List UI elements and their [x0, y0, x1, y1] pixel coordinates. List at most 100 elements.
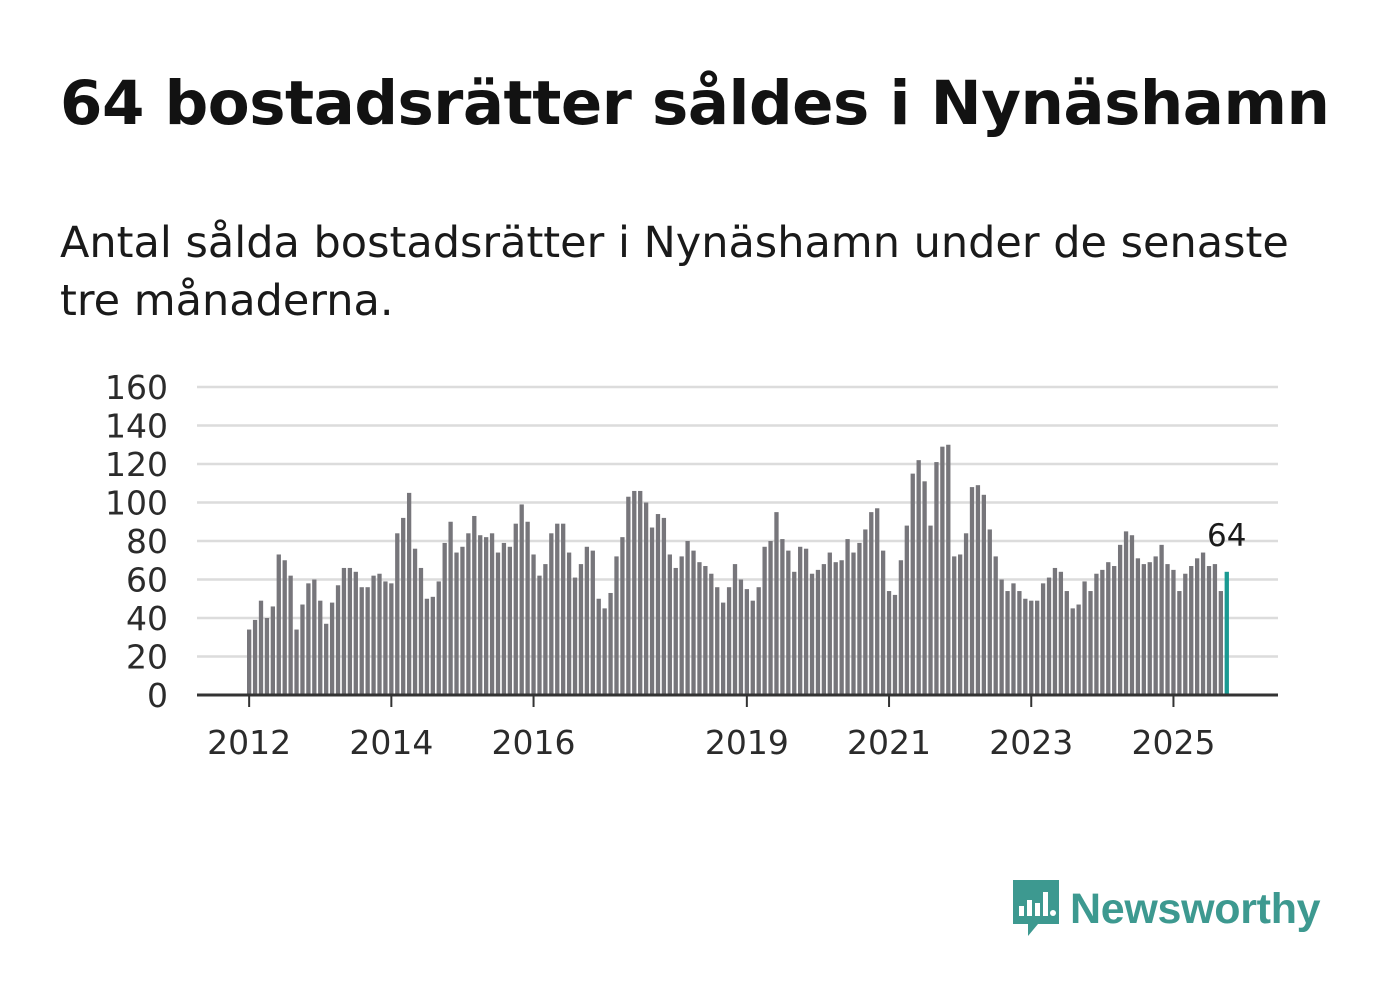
bar [1177, 591, 1182, 695]
y-tick-label: 80 [126, 522, 168, 561]
bar [276, 554, 281, 695]
bar [738, 579, 744, 695]
bar [762, 546, 767, 695]
bar [626, 496, 631, 695]
y-tick-label: 60 [126, 561, 168, 600]
bar [543, 564, 548, 695]
bar [1129, 535, 1135, 695]
bar [359, 587, 364, 695]
bar [958, 554, 963, 695]
bar [1159, 544, 1164, 695]
bar [478, 535, 483, 695]
bar [1052, 567, 1058, 695]
bar [561, 523, 566, 695]
bar [851, 552, 856, 695]
y-tick-label: 40 [126, 599, 168, 638]
bar [324, 623, 329, 695]
bar [756, 587, 761, 695]
bar [507, 546, 512, 695]
bar [1035, 600, 1040, 695]
bar [572, 577, 578, 695]
bar [252, 619, 258, 695]
bar [1088, 591, 1093, 695]
bar [898, 560, 904, 695]
bar [454, 552, 459, 695]
bar [993, 556, 998, 695]
bar [1029, 600, 1034, 695]
bar [952, 556, 957, 695]
bar [1100, 569, 1105, 695]
bar [377, 573, 382, 695]
bar [1106, 562, 1111, 695]
bar [1011, 583, 1016, 695]
bar [798, 546, 803, 695]
bar [999, 579, 1004, 695]
bar [649, 527, 655, 695]
gridlines [197, 385, 1278, 658]
bar [1040, 583, 1046, 695]
bar [590, 550, 595, 695]
bar [833, 562, 838, 695]
newsworthy-logo-icon [1013, 880, 1059, 936]
bar [347, 567, 353, 695]
bar [341, 567, 347, 695]
bar [1212, 564, 1218, 695]
bar [839, 560, 844, 695]
bar [466, 533, 471, 695]
bar [365, 587, 370, 695]
newsworthy-logo[interactable]: Newsworthy [1010, 878, 1321, 940]
bar [389, 583, 394, 695]
bar [792, 571, 797, 695]
bar [578, 564, 584, 695]
bar [632, 490, 637, 695]
bar [1046, 577, 1052, 695]
bar [1017, 591, 1022, 695]
bar [484, 537, 489, 695]
bar [857, 542, 862, 695]
bar [721, 602, 726, 695]
bar [768, 541, 773, 695]
bar [928, 525, 933, 695]
bar [1064, 591, 1069, 695]
x-tick-label: 2016 [492, 723, 576, 762]
bar [430, 596, 435, 695]
bar [643, 502, 649, 695]
bar [732, 564, 738, 695]
bar [1082, 581, 1087, 695]
bar [703, 566, 708, 695]
bar [875, 508, 880, 695]
bar [1195, 558, 1200, 695]
bar [1094, 573, 1099, 695]
bar [1005, 591, 1010, 695]
bar [821, 564, 827, 695]
bar [1141, 564, 1146, 695]
bar [300, 604, 305, 695]
bar [1135, 558, 1141, 695]
bar [584, 546, 590, 695]
bar [916, 460, 921, 695]
bar [270, 606, 275, 695]
bar [726, 587, 732, 695]
y-tick-label: 140 [105, 407, 168, 446]
bar [264, 618, 270, 695]
bar [815, 569, 821, 695]
bar [1206, 566, 1212, 695]
bars [247, 444, 1229, 695]
bar [412, 548, 418, 695]
y-tick-label: 20 [126, 638, 168, 677]
y-tick-label: 100 [105, 484, 168, 523]
bar [685, 541, 690, 695]
bar [596, 598, 601, 695]
bar [809, 573, 815, 695]
bar [975, 485, 981, 695]
bar [691, 550, 696, 695]
bar [1165, 564, 1170, 695]
bar [1171, 569, 1176, 695]
bar [1183, 573, 1188, 695]
bar [489, 533, 495, 695]
bar-latest [1224, 571, 1229, 695]
bar [513, 523, 518, 695]
bar [288, 575, 293, 695]
latest-value-label: 64 [1207, 518, 1246, 554]
